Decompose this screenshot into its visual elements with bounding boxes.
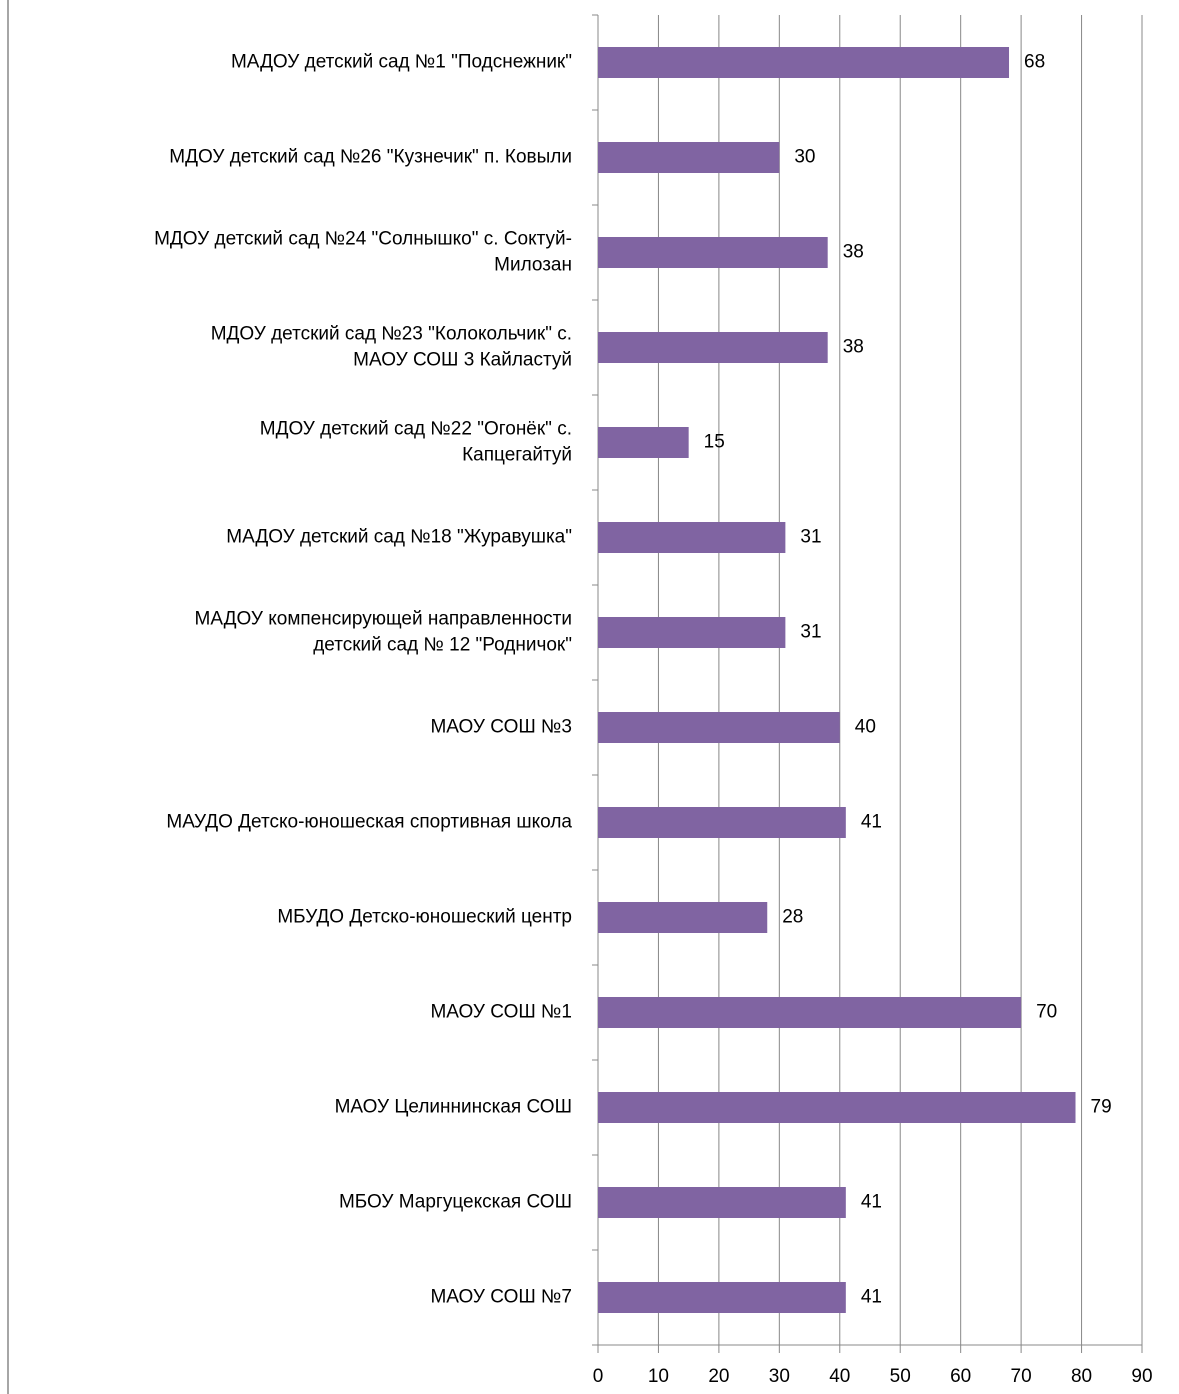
data-label: 41 (861, 812, 882, 833)
bar (598, 47, 1010, 78)
data-label: 70 (1036, 1002, 1057, 1023)
y-tick-label: МАОУ СОШ №1 (430, 1002, 572, 1023)
data-label: 31 (800, 527, 821, 548)
y-tick-label: Милозан (494, 255, 572, 276)
x-tick-label: 90 (1131, 1366, 1152, 1387)
bar (598, 902, 768, 933)
x-tick-label: 30 (769, 1366, 790, 1387)
bar (598, 1282, 846, 1313)
y-tick-label: МАОУ СОШ 3 Кайластуй (353, 350, 572, 371)
y-tick-label: МАДОУ детский сад №1 "Подснежник" (231, 52, 572, 73)
y-tick-label: МАДОУ детский сад №18 "Журавушка" (226, 527, 572, 548)
y-tick-label: МБОУ Маргуцекская СОШ (339, 1192, 572, 1213)
data-label: 40 (855, 717, 876, 738)
y-tick-label: МДОУ детский сад №23 "Колокольчик" с. (211, 324, 572, 345)
bar (598, 522, 786, 553)
bar (598, 712, 840, 743)
y-tick-label: детский сад № 12 "Родничок" (313, 635, 572, 656)
bar (598, 427, 689, 458)
data-label: 41 (861, 1192, 882, 1213)
data-label: 79 (1091, 1097, 1112, 1118)
x-tick-label: 70 (1011, 1366, 1032, 1387)
y-tick-label: МАОУ Целиннинская СОШ (335, 1097, 572, 1118)
x-tick-label: 0 (593, 1366, 604, 1387)
x-tick-label: 40 (829, 1366, 850, 1387)
y-tick-label: МАУДО Детско-юношеская спортивная школа (166, 812, 572, 833)
y-tick-label: МДОУ детский сад №22 "Огонёк" с. (260, 419, 572, 440)
data-label: 28 (782, 907, 803, 928)
bar (598, 237, 828, 268)
x-tick-label: 80 (1071, 1366, 1092, 1387)
y-tick-label: МАДОУ компенсирующей направленности (195, 609, 572, 630)
x-tick-label: 60 (950, 1366, 971, 1387)
y-tick-label: Капцегайтуй (462, 445, 572, 466)
data-label: 38 (843, 242, 864, 263)
bar (598, 997, 1022, 1028)
bar (598, 1187, 846, 1218)
y-tick-label: МДОУ детский сад №24 "Солнышко" с. Сокту… (154, 229, 572, 250)
data-label: 31 (800, 622, 821, 643)
data-label: 38 (843, 337, 864, 358)
y-tick-label: МАОУ СОШ №3 (430, 717, 572, 738)
x-tick-label: 50 (890, 1366, 911, 1387)
bar (598, 142, 780, 173)
bar (598, 617, 786, 648)
y-tick-label: МДОУ детский сад №26 "Кузнечик" п. Ковыл… (169, 147, 572, 168)
data-label: 15 (704, 432, 725, 453)
data-label: 68 (1024, 52, 1045, 73)
bar (598, 332, 828, 363)
y-tick-label: МАОУ СОШ №7 (430, 1287, 572, 1308)
data-label: 30 (794, 147, 815, 168)
x-tick-label: 10 (648, 1366, 669, 1387)
y-tick-label: МБУДО Детско-юношеский центр (277, 907, 572, 928)
bar (598, 807, 846, 838)
bar (598, 1092, 1076, 1123)
data-label: 41 (861, 1287, 882, 1308)
x-tick-label: 20 (708, 1366, 729, 1387)
